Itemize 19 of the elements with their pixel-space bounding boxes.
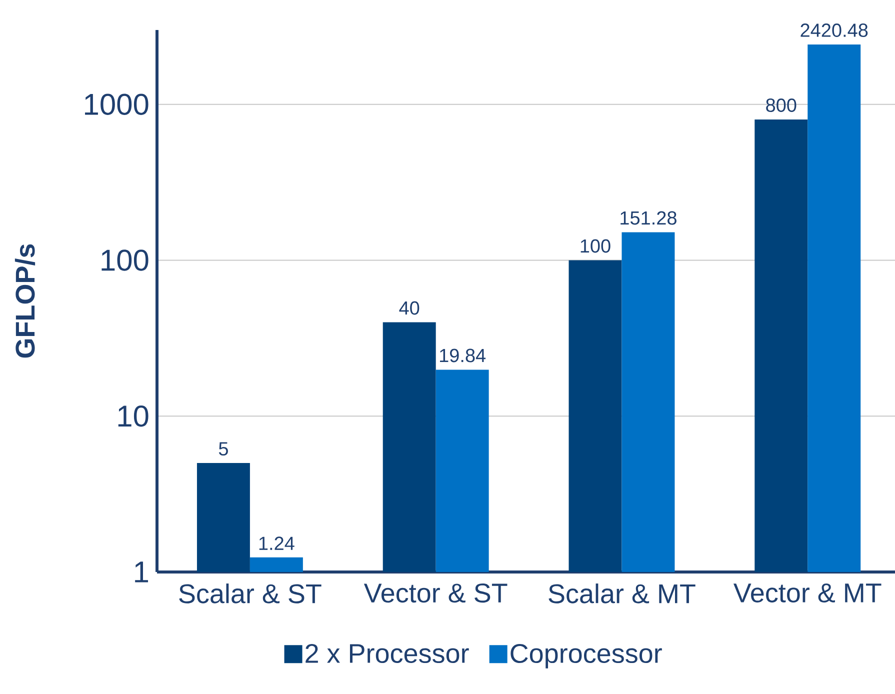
data-label: 2420.48	[800, 24, 868, 37]
data-label: 40	[399, 301, 420, 315]
y-tick-label: 1	[135, 562, 148, 582]
legend-label: 2 x Processor	[306, 644, 469, 664]
data-label: 5	[218, 442, 228, 456]
data-label: 100	[580, 239, 610, 253]
x-tick-label: Scalar & ST	[179, 584, 322, 604]
y-tick-label: 1000	[85, 94, 148, 115]
x-tick-label: Scalar & MT	[548, 584, 696, 604]
x-tick-label: Vector & ST	[364, 584, 508, 603]
y-tick-label: 100	[102, 250, 148, 271]
data-label: 800	[766, 98, 796, 112]
x-tick-label: Vector & MT	[733, 584, 882, 602]
data-label: 151.28	[620, 211, 676, 225]
legend-label: Coprocessor	[510, 644, 662, 668]
y-axis-title: GFLOP/s	[14, 244, 36, 358]
data-label: 19.84	[440, 348, 486, 362]
data-label: 1.24	[259, 536, 294, 550]
y-tick-label: 10	[118, 405, 148, 427]
